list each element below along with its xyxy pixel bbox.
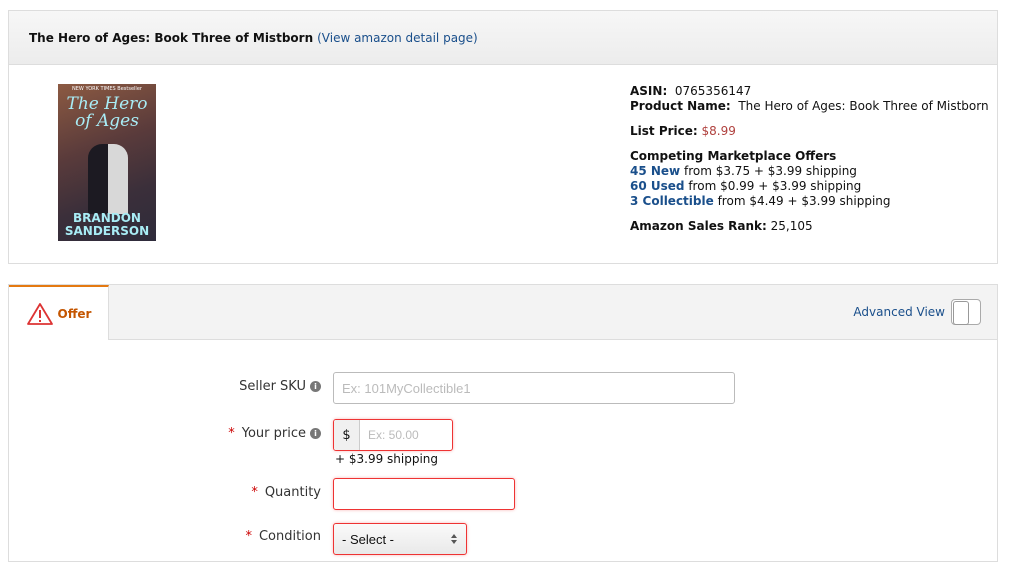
offers-title: Competing Marketplace Offers — [630, 149, 837, 163]
condition-label: * Condition — [245, 529, 321, 544]
warning-icon — [26, 302, 53, 325]
product-name-label: Product Name: — [630, 99, 731, 113]
tab-bar: Offer Advanced View — [9, 285, 997, 340]
price-input[interactable] — [360, 420, 452, 450]
sales-rank-value: 25,105 — [770, 219, 813, 233]
offer-new-link[interactable]: 45 New — [630, 164, 681, 178]
seller-sku-input[interactable] — [333, 372, 735, 404]
price-field: $ — [333, 419, 453, 451]
info-icon[interactable]: i — [310, 381, 321, 392]
asin-value: 0765356147 — [674, 84, 752, 98]
cover-figures — [88, 144, 128, 214]
offer-text: from $0.99 + $3.99 shipping — [688, 179, 862, 193]
offer-text: from $4.49 + $3.99 shipping — [717, 194, 891, 208]
condition-select[interactable]: - Select - — [333, 523, 467, 555]
view-detail-link[interactable]: (View amazon detail page) — [317, 30, 478, 45]
advanced-view-label: Advanced View — [853, 305, 945, 319]
offer-row: 60 Used from $0.99 + $3.99 shipping — [630, 179, 989, 194]
product-name-value: The Hero of Ages: Book Three of Mistborn — [738, 99, 989, 113]
condition-value: - Select - — [342, 531, 395, 547]
offer-row: 45 New from $3.75 + $3.99 shipping — [630, 164, 989, 179]
cover-badge: NEW YORK TIMES Bestseller — [72, 86, 142, 92]
advanced-view-toggle[interactable] — [951, 299, 981, 325]
book-cover-image: NEW YORK TIMES Bestseller The Hero of Ag… — [58, 84, 156, 241]
select-arrows-icon — [451, 534, 457, 544]
asin-label: ASIN: — [630, 84, 668, 98]
product-info: ASIN: 0765356147 Product Name: The Hero … — [630, 84, 989, 234]
currency-symbol: $ — [334, 420, 360, 450]
tab-offer-label: Offer — [57, 306, 92, 321]
quantity-label: * Quantity — [251, 485, 321, 500]
offer-row: 3 Collectible from $4.49 + $3.99 shippin… — [630, 194, 989, 209]
list-price-value: $8.99 — [701, 124, 736, 138]
offer-text: from $3.75 + $3.99 shipping — [683, 164, 857, 178]
shipping-note: + $3.99 shipping — [335, 452, 439, 466]
list-price-label: List Price: — [630, 124, 698, 138]
seller-sku-label: Seller SKU i — [239, 379, 321, 394]
info-icon[interactable]: i — [310, 428, 321, 439]
cover-author: BRANDON SANDERSON — [64, 211, 150, 238]
offer-used-link[interactable]: 60 Used — [630, 179, 685, 193]
tab-offer[interactable]: Offer — [9, 285, 109, 340]
quantity-input[interactable] — [333, 478, 515, 510]
product-panel: The Hero of Ages: Book Three of Mistborn… — [8, 10, 998, 264]
product-header: The Hero of Ages: Book Three of Mistborn… — [9, 11, 997, 65]
advanced-view: Advanced View — [853, 299, 981, 325]
sales-rank-label: Amazon Sales Rank: — [630, 219, 767, 233]
cover-title: The Hero of Ages — [66, 94, 148, 131]
product-title: The Hero of Ages: Book Three of Mistborn — [29, 30, 314, 45]
offer-collectible-link[interactable]: 3 Collectible — [630, 194, 714, 208]
your-price-label: * Your price i — [228, 426, 321, 441]
